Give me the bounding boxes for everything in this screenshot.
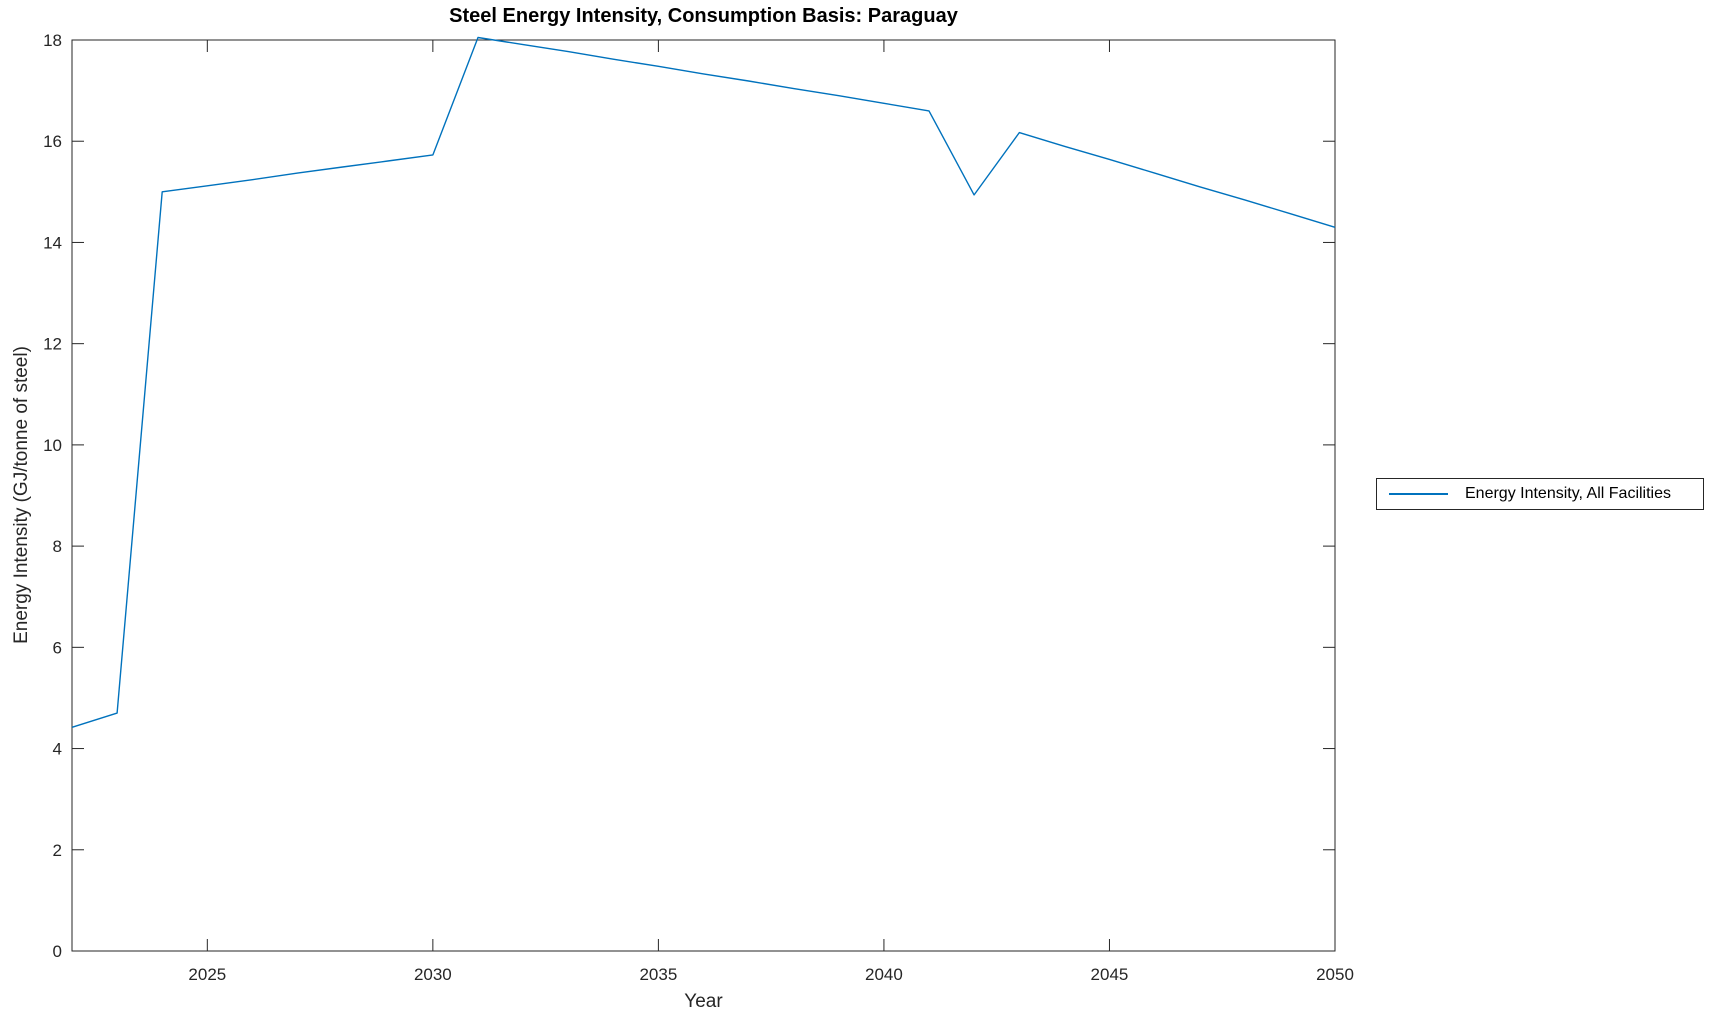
x-tick-label: 2050 — [1316, 965, 1354, 984]
y-tick-label: 0 — [53, 942, 62, 961]
legend: Energy Intensity, All Facilities — [1376, 478, 1704, 510]
y-tick-label: 14 — [43, 233, 62, 252]
y-tick-label: 18 — [43, 31, 62, 50]
x-tick-label: 2045 — [1091, 965, 1129, 984]
x-tick-label: 2030 — [414, 965, 452, 984]
y-tick-label: 2 — [53, 841, 62, 860]
series-line — [71, 36, 1336, 728]
legend-label: Energy Intensity, All Facilities — [1465, 485, 1672, 502]
x-axis-label: Year — [684, 991, 723, 1012]
y-tick-label: 16 — [43, 132, 62, 151]
x-tick-label: 2040 — [865, 965, 903, 984]
y-tick-label: 10 — [43, 436, 62, 455]
y-tick-label: 8 — [53, 537, 62, 556]
y-tick-label: 12 — [43, 335, 62, 354]
axes-frame — [71, 39, 1336, 952]
y-tick-label: 6 — [53, 638, 62, 657]
legend-line-sample — [1389, 493, 1448, 495]
chart-title: Steel Energy Intensity, Consumption Basi… — [449, 5, 958, 27]
y-tick-label: 4 — [53, 740, 62, 759]
x-tick-label: 2035 — [639, 965, 677, 984]
x-tick-label: 2025 — [188, 965, 226, 984]
